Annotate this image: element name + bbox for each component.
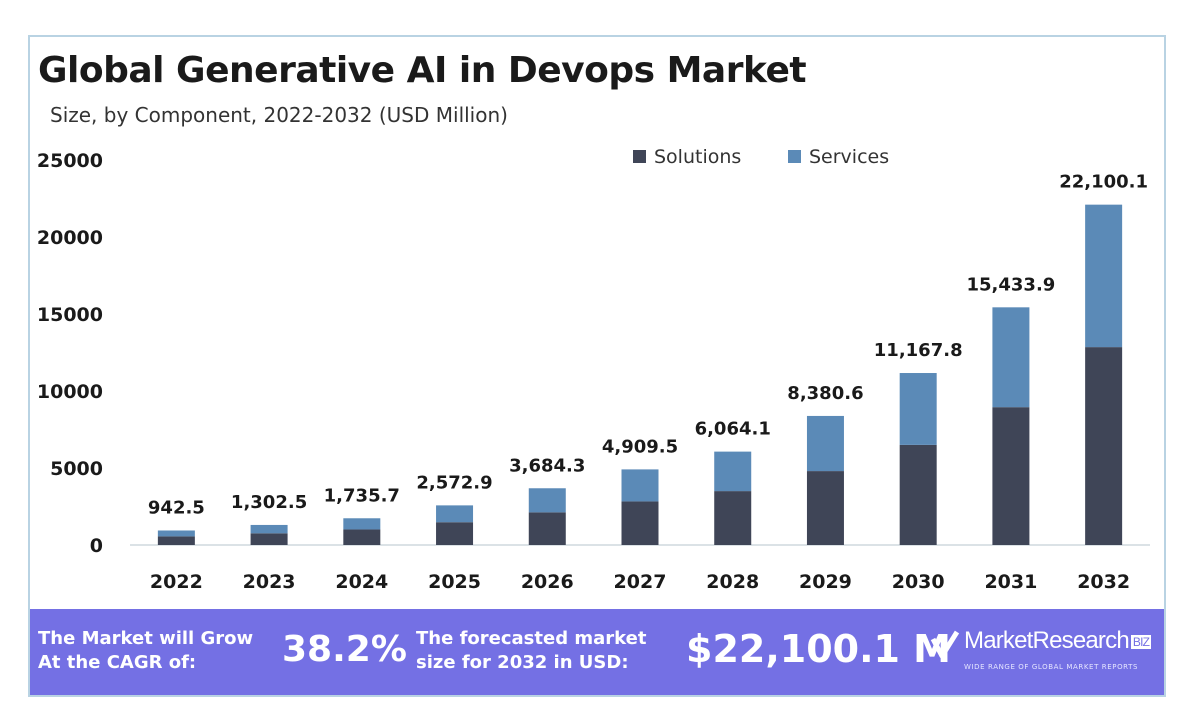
bar-solutions-2028 — [714, 491, 752, 545]
chart-subtitle: Size, by Component, 2022-2032 (USD Milli… — [50, 103, 508, 127]
legend-swatch-solutions — [633, 150, 646, 163]
y-tick-label: 5000 — [50, 458, 103, 480]
brand-tagline: WIDE RANGE OF GLOBAL MARKET REPORTS — [964, 663, 1139, 671]
legend-label-services: Services — [809, 146, 890, 168]
bar-services-2026 — [528, 488, 566, 513]
y-tick-label: 15000 — [37, 304, 103, 326]
bar-services-2023 — [250, 524, 288, 534]
brand-name: MarketResearch BIZ — [964, 627, 1152, 654]
bar-solutions-2026 — [528, 512, 566, 545]
legend-item-services: Services — [788, 146, 889, 168]
bar-services-2029 — [806, 415, 844, 472]
y-tick-label: 25000 — [37, 150, 103, 172]
x-tick-label-2028: 2028 — [706, 571, 759, 593]
bar-services-2027 — [621, 469, 659, 502]
bar-services-2032 — [1085, 204, 1123, 348]
chart-frame — [28, 35, 1166, 697]
bar-services-2028 — [714, 451, 752, 492]
x-tick-label-2023: 2023 — [243, 571, 296, 593]
x-tick-label-2029: 2029 — [799, 571, 852, 593]
bar-solutions-2032 — [1085, 347, 1123, 545]
x-tick-label-2027: 2027 — [614, 571, 667, 593]
legend-label-solutions: Solutions — [654, 146, 742, 168]
forecast-label: The forecasted market size for 2032 in U… — [416, 628, 647, 673]
bar-solutions-2024 — [343, 529, 381, 545]
data-label-2025: 2,572.9 — [416, 472, 492, 493]
bar-solutions-2027 — [621, 501, 659, 545]
bar-solutions-2025 — [436, 522, 474, 545]
legend-swatch-services — [788, 150, 801, 163]
chart-title: Global Generative AI in Devops Market — [38, 50, 807, 91]
data-label-2024: 1,735.7 — [324, 485, 400, 506]
x-tick-label-2030: 2030 — [892, 571, 945, 593]
bar-solutions-2031 — [992, 407, 1030, 545]
data-label-2030: 11,167.8 — [874, 340, 963, 361]
bar-solutions-2029 — [806, 471, 844, 545]
x-tick-label-2031: 2031 — [984, 571, 1037, 593]
x-tick-label-2025: 2025 — [428, 571, 481, 593]
bar-services-2022 — [157, 530, 195, 537]
x-tick-label-2022: 2022 — [150, 571, 203, 593]
bar-solutions-2023 — [250, 533, 288, 545]
data-label-2027: 4,909.5 — [602, 436, 678, 457]
bar-services-2024 — [343, 518, 381, 530]
x-tick-label-2026: 2026 — [521, 571, 574, 593]
cagr-label: The Market will Grow At the CAGR of: — [38, 628, 254, 673]
cagr-value: 38.2% — [282, 629, 407, 670]
data-label-2028: 6,064.1 — [695, 419, 771, 440]
legend-item-solutions: Solutions — [633, 146, 741, 168]
data-label-2032: 22,100.1 — [1059, 172, 1148, 193]
bar-services-2031 — [992, 307, 1030, 408]
forecast-value: $22,100.1 M — [686, 627, 951, 671]
footer-banner: The Market will Grow At the CAGR of: 38.… — [30, 609, 1164, 695]
y-tick-label: 20000 — [37, 227, 103, 249]
brand-logo: MarketResearch BIZ WIDE RANGE OF GLOBAL M… — [930, 623, 1160, 683]
data-label-2026: 3,684.3 — [509, 455, 585, 476]
bar-services-2030 — [899, 373, 937, 445]
bar-solutions-2022 — [157, 536, 195, 545]
checkmark-icon — [930, 630, 960, 659]
data-label-2031: 15,433.9 — [966, 274, 1055, 295]
y-tick-label: 10000 — [37, 381, 103, 403]
x-tick-label-2032: 2032 — [1077, 571, 1130, 593]
data-label-2029: 8,380.6 — [787, 383, 863, 404]
y-tick-label: 0 — [90, 535, 103, 557]
data-label-2022: 942.5 — [148, 497, 205, 518]
x-tick-label-2024: 2024 — [335, 571, 388, 593]
bar-solutions-2030 — [899, 444, 937, 545]
brand-badge: BIZ — [1130, 635, 1152, 649]
data-label-2023: 1,302.5 — [231, 492, 307, 513]
bar-services-2025 — [436, 505, 474, 523]
